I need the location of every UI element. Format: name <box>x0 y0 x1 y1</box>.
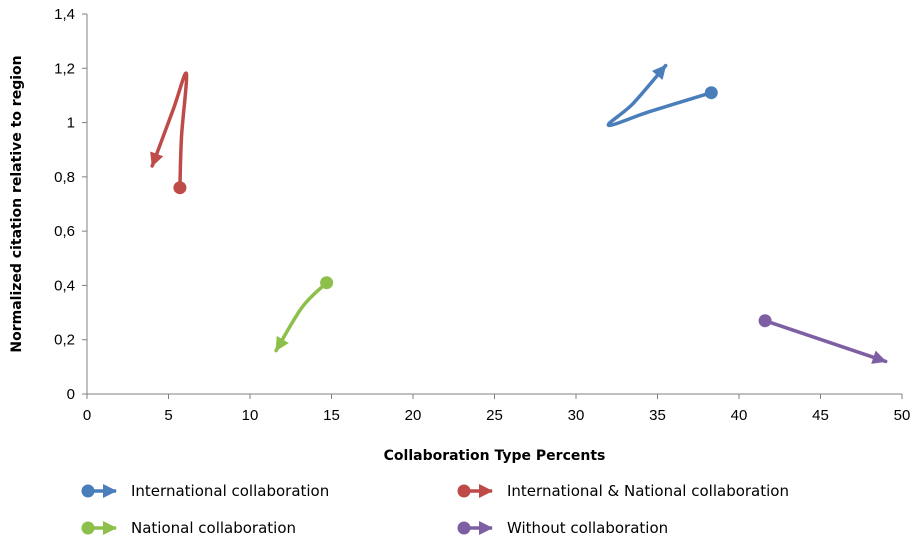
legend-item-without-collaboration: Without collaboration <box>457 519 668 537</box>
legend: International collaboration International… <box>81 482 789 537</box>
x-tick-label: 15 <box>323 407 340 424</box>
series-layer <box>150 63 888 364</box>
legend-point-icon <box>457 484 471 498</box>
y-tick-label: 1,2 <box>54 60 75 77</box>
y-tick-label: 0,2 <box>54 332 75 349</box>
series-start-point-international-collaboration <box>704 86 718 100</box>
x-tick-label: 45 <box>812 407 829 424</box>
series-start-point-without-collaboration <box>758 314 772 328</box>
legend-item-national-collaboration: National collaboration <box>81 519 296 537</box>
x-tick-label: 25 <box>486 407 503 424</box>
y-tick-label: 1 <box>67 115 75 132</box>
x-tick-label: 10 <box>242 407 259 424</box>
x-axis-title: Collaboration Type Percents <box>384 448 606 464</box>
x-tick-label: 0 <box>83 407 91 424</box>
x-tick-label: 20 <box>405 407 422 424</box>
legend-item-international-and-national-collaboration: International & National collaboration <box>457 482 789 500</box>
legend-label: Without collaboration <box>507 519 668 537</box>
series-start-point-national-collaboration <box>320 276 334 290</box>
legend-item-international-collaboration: International collaboration <box>81 482 329 500</box>
legend-point-icon <box>81 521 95 535</box>
y-tick-label: 0,6 <box>54 223 75 240</box>
y-tick-label: 0,4 <box>54 277 75 294</box>
legend-point-icon <box>81 484 95 498</box>
legend-point-icon <box>457 521 471 535</box>
series-line-without-collaboration <box>763 318 888 364</box>
y-tick-label: 0 <box>67 386 75 403</box>
legend-label: National collaboration <box>131 519 296 537</box>
x-tick-label: 5 <box>164 407 172 424</box>
legend-label: International & National collaboration <box>507 482 789 500</box>
legend-label: International collaboration <box>131 482 329 500</box>
series-line-international-and-national-collaboration <box>150 71 189 190</box>
series-line-international-collaboration <box>606 63 714 128</box>
y-axis-title: Normalized citation relative to region <box>9 55 25 352</box>
x-tick-label: 50 <box>894 407 911 424</box>
series-start-point-international-and-national-collaboration <box>173 181 187 195</box>
y-tick-label: 0,8 <box>54 169 75 186</box>
x-tick-label: 35 <box>649 407 666 424</box>
x-tick-label: 40 <box>731 407 748 424</box>
x-tick-label: 30 <box>568 407 585 424</box>
series-line-national-collaboration <box>274 280 329 353</box>
y-tick-label: 1,4 <box>54 6 75 23</box>
axes: 0 5 10 15 20 25 30 35 40 45 50 0 0,2 0,4 0,6 0,8 1 1,2 1,4 <box>54 6 910 424</box>
